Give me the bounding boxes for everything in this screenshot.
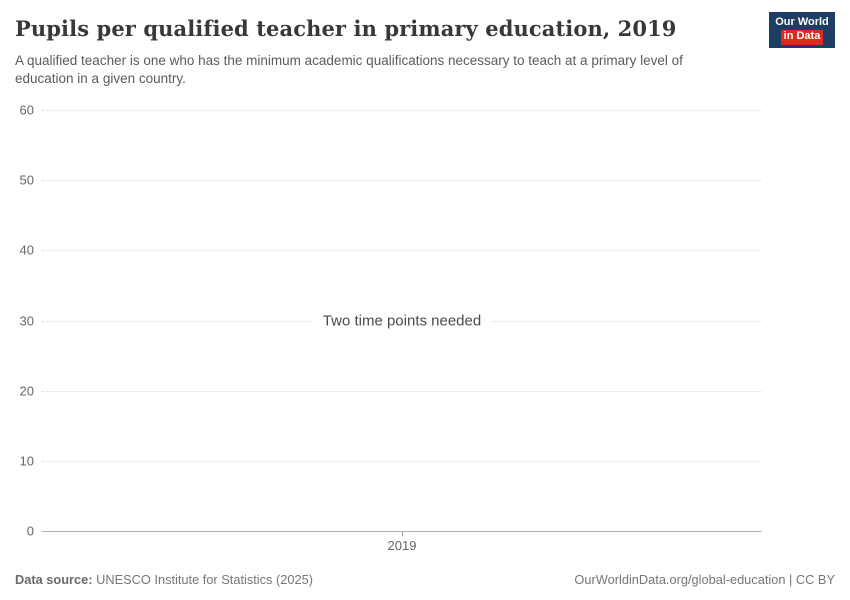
- chart-footer: Data source: UNESCO Institute for Statis…: [0, 572, 850, 587]
- y-tick-label: 50: [0, 172, 34, 188]
- gridline: [42, 180, 762, 181]
- gridline: [42, 110, 762, 111]
- data-source: Data source: UNESCO Institute for Statis…: [15, 572, 313, 587]
- data-source-text: UNESCO Institute for Statistics (2025): [92, 572, 313, 587]
- y-tick-label: 60: [0, 102, 34, 118]
- y-tick-label: 10: [0, 453, 34, 469]
- gridline: [42, 250, 762, 251]
- y-tick-label: 30: [0, 313, 34, 329]
- y-tick-label: 40: [0, 242, 34, 258]
- y-tick-label: 20: [0, 383, 34, 399]
- owid-logo-line2: in Data: [780, 29, 824, 45]
- gridline: [42, 321, 762, 322]
- owid-license-link: OurWorldinData.org/global-education | CC…: [574, 572, 835, 587]
- chart-title: Pupils per qualified teacher in primary …: [15, 16, 677, 41]
- data-source-label: Data source:: [15, 572, 93, 587]
- gridline: [42, 391, 762, 392]
- y-tick-label: 0: [0, 523, 34, 539]
- gridline: [42, 461, 762, 462]
- owid-logo: Our World in Data: [769, 12, 835, 48]
- chart-subtitle: A qualified teacher is one who has the m…: [15, 53, 683, 87]
- x-tick-label: 2019: [387, 538, 417, 553]
- owid-logo-line1: Our World: [775, 16, 829, 28]
- x-axis-tick: [402, 531, 403, 536]
